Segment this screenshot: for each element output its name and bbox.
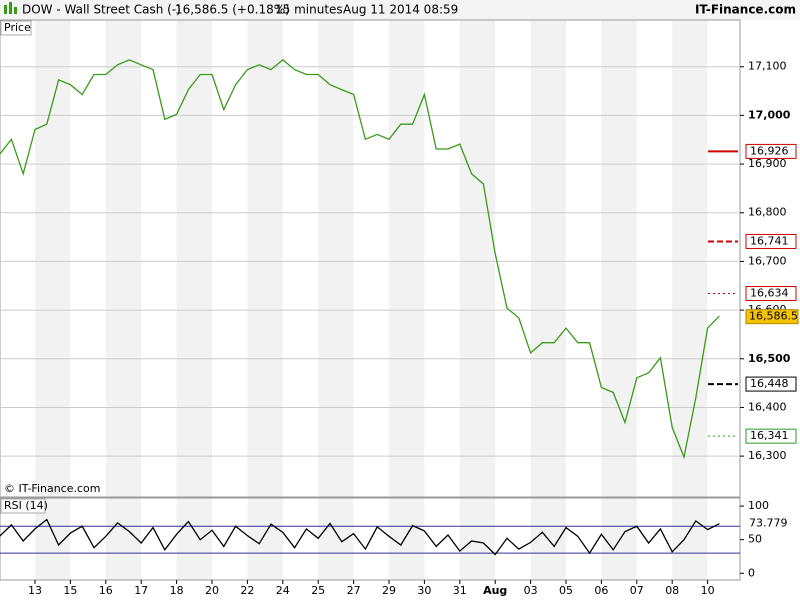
level-box bbox=[745, 376, 797, 392]
series-line bbox=[0, 59, 720, 460]
band bbox=[318, 498, 354, 580]
last-label: 73.779 bbox=[749, 517, 788, 530]
panel-title: Price bbox=[4, 21, 31, 34]
band bbox=[672, 20, 708, 497]
last-box bbox=[745, 516, 799, 532]
last-label: 16,586.5 bbox=[749, 310, 798, 323]
x-tick-label: 24 bbox=[276, 584, 290, 597]
quote: 16,586.5 (+0.18%) bbox=[175, 3, 290, 17]
y-tick-label: 100 bbox=[748, 499, 769, 512]
title-box bbox=[0, 20, 32, 36]
x-tick-label: 08 bbox=[665, 584, 679, 597]
x-tick-label: 07 bbox=[630, 584, 644, 597]
level-box bbox=[745, 233, 797, 249]
interval: 15 minutes bbox=[275, 3, 343, 17]
x-tick-label: 16 bbox=[99, 584, 113, 597]
x-tick-label: 25 bbox=[311, 584, 325, 597]
band bbox=[601, 498, 637, 580]
band bbox=[318, 20, 354, 497]
level-label: 16,634 bbox=[750, 287, 789, 300]
level-box bbox=[745, 428, 797, 444]
x-tick-label: 30 bbox=[417, 584, 431, 597]
band bbox=[459, 20, 496, 497]
y-tick-label: 0 bbox=[748, 566, 755, 579]
band bbox=[530, 20, 566, 497]
y-tick-label: 16,900 bbox=[748, 157, 787, 170]
level-box bbox=[745, 143, 797, 159]
x-tick-label: 18 bbox=[170, 584, 184, 597]
title-box bbox=[0, 498, 46, 514]
x-tick-label: 05 bbox=[559, 584, 573, 597]
x-tick-label: 22 bbox=[240, 584, 254, 597]
band bbox=[247, 20, 283, 497]
level-label: 16,926 bbox=[750, 144, 789, 157]
brand: IT-Finance.com bbox=[695, 3, 796, 17]
band bbox=[389, 20, 425, 497]
y-tick-label: 50 bbox=[748, 533, 762, 546]
series-line bbox=[0, 518, 720, 556]
panel-frame bbox=[0, 497, 741, 581]
band bbox=[176, 20, 212, 497]
timestamp: Aug 11 2014 08:59 bbox=[343, 3, 458, 17]
x-tick-label: 20 bbox=[205, 584, 219, 597]
x-tick-label: 31 bbox=[453, 584, 467, 597]
x-tick-label: 13 bbox=[28, 584, 42, 597]
level-label: 16,341 bbox=[750, 429, 789, 442]
last-box bbox=[745, 309, 799, 325]
icon bbox=[9, 2, 12, 14]
x-tick-label: 15 bbox=[63, 584, 77, 597]
level-label: 16,741 bbox=[750, 234, 789, 247]
panel-frame bbox=[0, 19, 741, 498]
band bbox=[459, 498, 496, 580]
band bbox=[105, 498, 142, 580]
y-tick-label: 17,000 bbox=[748, 108, 791, 121]
x-tick-label: 06 bbox=[594, 584, 608, 597]
x-tick-label: 29 bbox=[382, 584, 396, 597]
x-tick-label: 03 bbox=[524, 584, 538, 597]
y-tick-label: 16,400 bbox=[748, 400, 787, 413]
band bbox=[389, 498, 425, 580]
header-bar bbox=[0, 0, 800, 20]
band bbox=[601, 20, 637, 497]
x-tick-label: 10 bbox=[701, 584, 715, 597]
icon bbox=[14, 7, 17, 14]
credit: © IT-Finance.com bbox=[4, 482, 101, 495]
y-tick-label: 16,800 bbox=[748, 206, 787, 219]
y-tick-label: 16,700 bbox=[748, 254, 787, 267]
y-tick-label: 16,300 bbox=[748, 449, 787, 462]
x-tick-label: Aug bbox=[483, 584, 507, 597]
level-box bbox=[745, 286, 797, 302]
y-tick-label: 17,100 bbox=[748, 60, 787, 73]
band bbox=[672, 498, 708, 580]
band bbox=[35, 20, 71, 497]
panel-title: RSI (14) bbox=[4, 499, 48, 512]
x-tick-label: 17 bbox=[134, 584, 148, 597]
icon bbox=[4, 5, 7, 14]
level-label: 16,448 bbox=[750, 377, 789, 390]
instrument: DOW - Wall Street Cash (-) bbox=[22, 3, 181, 17]
x-tick-label: 27 bbox=[347, 584, 361, 597]
band bbox=[176, 498, 212, 580]
y-tick-label: 16,500 bbox=[748, 352, 791, 365]
band bbox=[105, 20, 142, 497]
